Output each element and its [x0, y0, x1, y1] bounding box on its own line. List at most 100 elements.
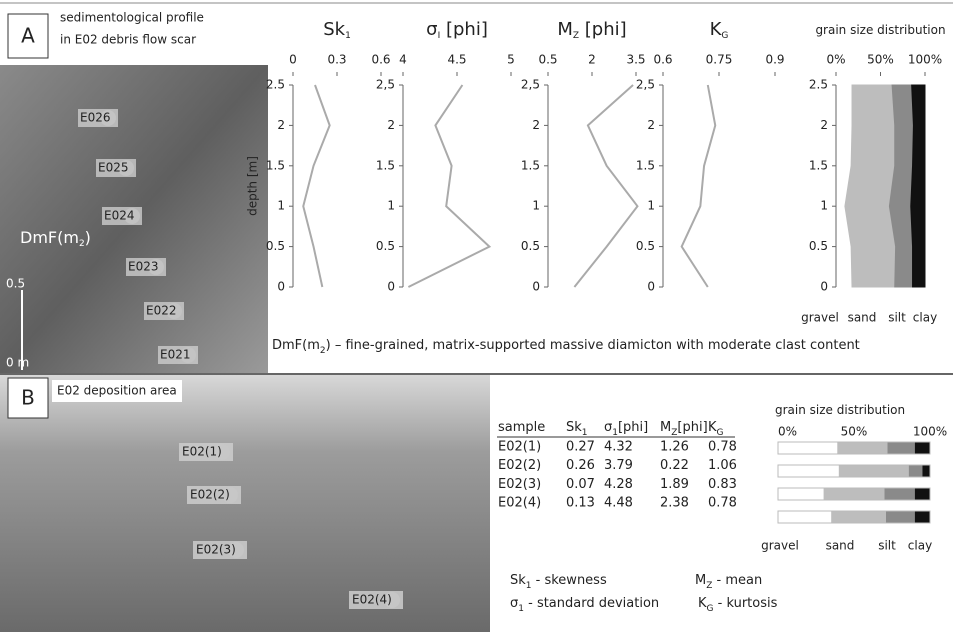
sample-label: E023 — [128, 260, 159, 274]
y-tick-label: 2 — [387, 118, 395, 132]
bar-segment — [778, 465, 839, 477]
x-tick-label: 0.75 — [706, 53, 733, 67]
table-header-part: σ — [604, 420, 612, 435]
sample-label: E022 — [146, 304, 177, 318]
x-tick-label: 50% — [841, 425, 868, 439]
bar-outline — [777, 510, 931, 524]
scale-label: 0.5 — [6, 277, 25, 291]
y-tick-label: 0 — [387, 280, 395, 294]
y-tick-label: 0 — [647, 280, 655, 294]
table-cell: E02(4) — [498, 496, 541, 511]
chart-title-part: [phi] — [440, 19, 488, 40]
x-tick-label: 0.9 — [765, 53, 784, 67]
photo-b — [0, 375, 490, 632]
legend-entry-part: G — [707, 604, 714, 614]
legend-label: gravel — [761, 539, 799, 553]
legend-entry: KG - kurtosis — [698, 596, 778, 614]
grain-area — [910, 84, 926, 288]
x-tick-label: 0.6 — [653, 53, 672, 67]
y-tick-label: 2 — [532, 118, 540, 132]
label-box — [144, 302, 184, 320]
table-cell: 1.06 — [708, 458, 737, 473]
profile-line — [680, 84, 717, 288]
label-box — [78, 109, 118, 127]
y-tick-label: 1.5 — [809, 158, 828, 172]
label-box — [187, 486, 241, 504]
table-header: Sk1 — [566, 420, 588, 438]
letter-box — [7, 13, 49, 59]
grain-area — [836, 85, 853, 287]
x-tick-label: 0.3 — [327, 53, 346, 67]
bar-outline — [777, 441, 931, 455]
legend-label: silt — [888, 311, 906, 325]
unit-label-part: DmF(m — [20, 228, 79, 247]
profile-line — [573, 84, 639, 288]
legend-entry-part: K — [698, 596, 707, 611]
unit-label-part: ) — [85, 228, 91, 247]
y-tick-label: 0.5 — [266, 239, 285, 253]
chart-title: Sk1 — [323, 19, 351, 41]
unit-label-part: 2 — [79, 239, 85, 249]
x-tick-label: 100% — [913, 425, 947, 439]
label-box — [179, 443, 233, 461]
x-tick-label: 4.5 — [447, 53, 466, 67]
y-tick-label: 1.5 — [521, 158, 540, 172]
table-header-part: sample — [498, 420, 545, 435]
grain-area — [844, 84, 897, 288]
sample-label: E024 — [104, 209, 135, 223]
chart-title-part: K — [710, 19, 723, 40]
legend-entry-part: σ — [510, 596, 518, 611]
x-tick-label: 0 — [289, 53, 297, 67]
bar-segment — [823, 488, 885, 500]
y-tick-label: 2.5 — [809, 78, 828, 92]
table-cell: 0.78 — [708, 496, 737, 511]
x-tick-label: 3.5 — [626, 53, 645, 67]
unit-label: DmF(m2) — [20, 228, 91, 249]
table-cell: 1.26 — [660, 440, 689, 455]
y-tick-label: 2,5 — [376, 78, 395, 92]
table-header-part: 1 — [582, 428, 588, 438]
table-header-part: [phi] — [677, 420, 707, 435]
table-header-part: M — [660, 420, 671, 435]
table-cell: 2.38 — [660, 496, 689, 511]
bar-segment — [778, 511, 832, 523]
chart-title-part: I — [438, 31, 441, 41]
y-tick-label: 0.5 — [809, 239, 828, 253]
bar-segment — [914, 511, 930, 523]
chart-title-part: σ — [426, 19, 437, 40]
panel-title: E02 deposition area — [57, 384, 177, 398]
table-cell: 0.26 — [566, 458, 595, 473]
bar-outline — [777, 464, 931, 478]
bar-outline — [777, 487, 931, 501]
legend-entry-part: - mean — [712, 573, 762, 588]
legend-entry-part: - standard deviation — [524, 596, 659, 611]
y-tick-label: 2 — [647, 118, 655, 132]
label-box — [126, 258, 166, 276]
caption-part: ) – fine-grained, matrix-supported massi… — [326, 338, 860, 353]
x-tick-label: 50% — [867, 53, 894, 67]
legend-entry-part: - skewness — [532, 573, 607, 588]
label-box — [52, 380, 182, 402]
legend-label: clay — [908, 539, 932, 553]
bar-segment — [778, 442, 838, 454]
table-cell: 3.79 — [604, 458, 633, 473]
caption-part: 2 — [320, 346, 326, 356]
legend-entry: Sk1 - skewness — [510, 573, 607, 591]
table-header: KG — [708, 420, 724, 438]
legend-entry-part: Z — [706, 581, 712, 591]
legend-entry: σ1 - standard deviation — [510, 596, 659, 614]
table-cell: 0.78 — [708, 440, 737, 455]
scale-label: 0 m — [6, 356, 29, 370]
bar-segment — [885, 511, 915, 523]
y-tick-label: 1 — [387, 199, 395, 213]
x-tick-label: 0% — [826, 53, 845, 67]
sample-label: E02(3) — [196, 543, 236, 557]
bar-segment — [778, 488, 824, 500]
panel-title: in E02 debris flow scar — [60, 33, 196, 47]
bar-segment — [838, 465, 909, 477]
legend-entry-part: M — [695, 573, 706, 588]
profile-line — [407, 84, 492, 288]
chart-title: σI [phi] — [426, 19, 488, 41]
x-tick-label: 0% — [778, 425, 797, 439]
panel-title: sedimentological profile — [60, 11, 204, 25]
